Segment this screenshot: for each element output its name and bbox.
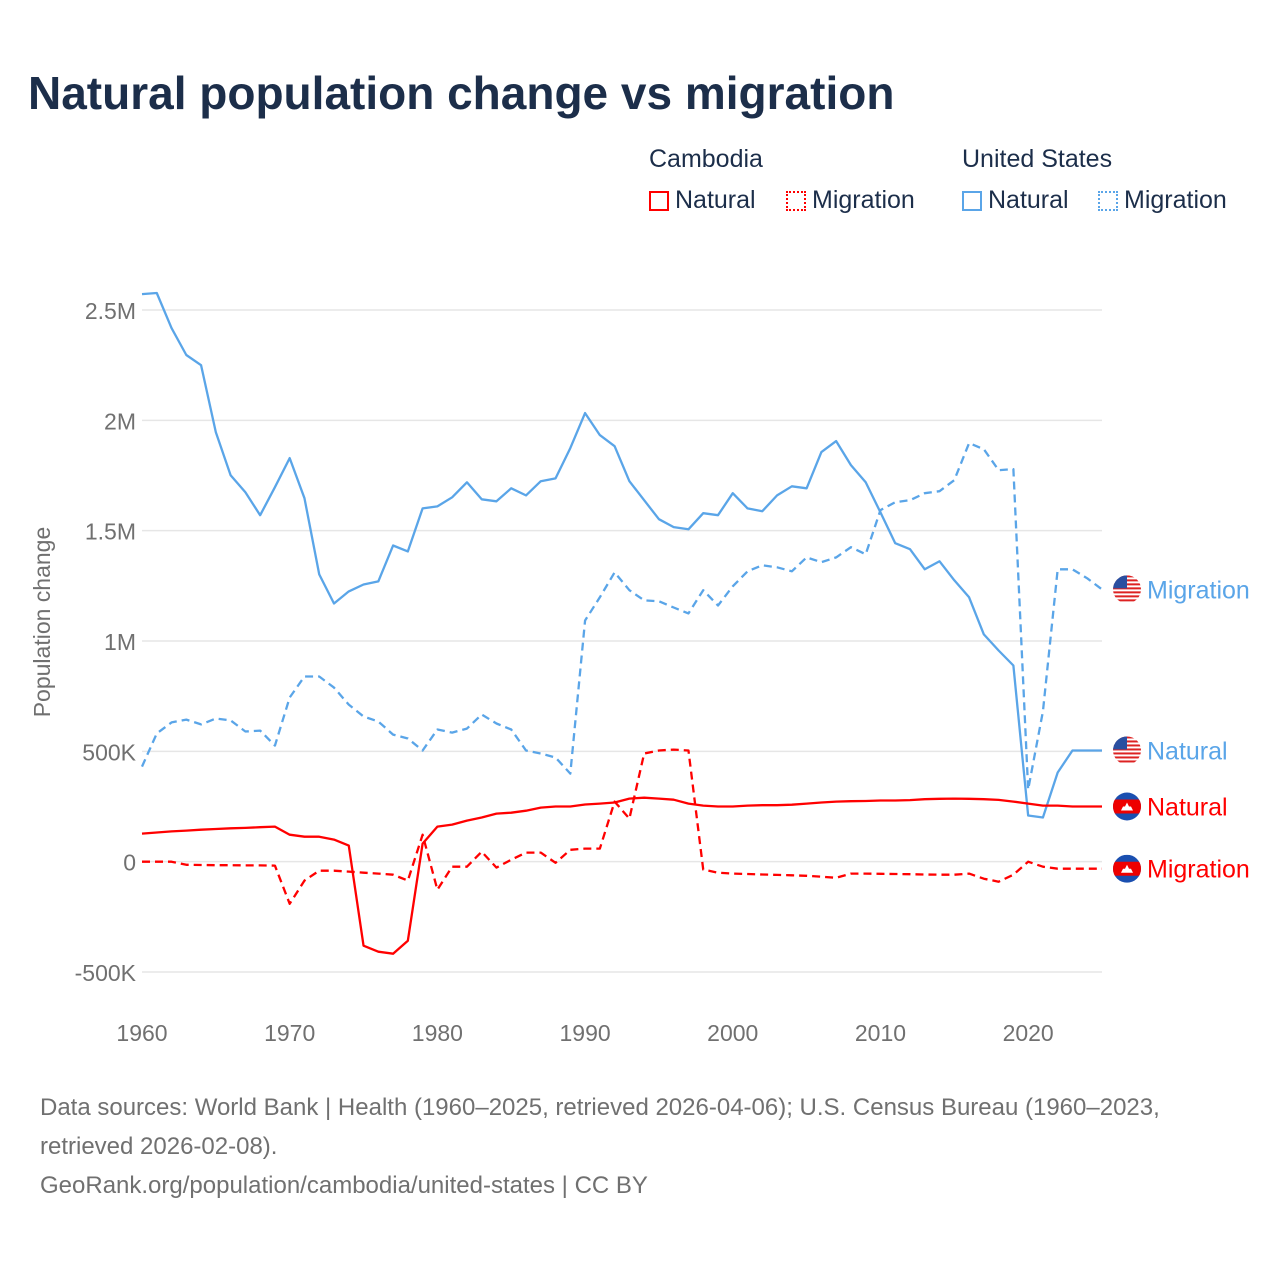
y-tick-label: 2.5M bbox=[85, 298, 136, 324]
y-axis-label: Population change bbox=[29, 527, 55, 718]
flag-temple bbox=[1121, 864, 1133, 873]
series-line-cambodia-migration bbox=[142, 748, 1102, 905]
legend-label: Migration bbox=[1124, 186, 1227, 214]
series-end-label: Migration bbox=[1147, 576, 1250, 604]
cambodia-flag-icon bbox=[1113, 854, 1141, 883]
y-tick-label: 1M bbox=[104, 629, 136, 655]
y-tick-label: 500K bbox=[82, 739, 136, 765]
series-end-label: Natural bbox=[1147, 737, 1228, 765]
legend-cambodia-migration[interactable]: Migration bbox=[786, 186, 915, 215]
x-tick-label: 1990 bbox=[559, 1020, 610, 1046]
legend-label: Natural bbox=[988, 186, 1069, 214]
line-chart: -500K 0 500K 1M 1.5M 2M 2.5M 1960 1970 1980 1990 20… bbox=[29, 291, 1250, 1046]
legend-group-cambodia: Cambodia bbox=[649, 145, 763, 173]
solid-swatch-icon bbox=[962, 190, 982, 211]
dotted-swatch-icon bbox=[1098, 190, 1118, 211]
flag bbox=[1113, 736, 1141, 763]
flag-canton bbox=[1113, 736, 1127, 750]
flag-canton bbox=[1113, 575, 1127, 589]
x-tick-label: 2000 bbox=[707, 1020, 758, 1046]
data-sources: Data sources: World Bank | Health (1960–… bbox=[40, 1094, 1160, 1160]
legend-label: Migration bbox=[812, 186, 915, 214]
flag-temple bbox=[1121, 802, 1133, 811]
series-line-united-states-natural bbox=[141, 291, 1102, 819]
legend-us-natural[interactable]: Natural bbox=[962, 186, 1069, 215]
source-link[interactable]: GeoRank.org/population/cambodia/united-s… bbox=[40, 1172, 648, 1199]
series-end-label: Natural bbox=[1147, 794, 1228, 822]
flag-stripe bbox=[1113, 595, 1141, 598]
series-line-cambodia-natural bbox=[141, 796, 1102, 955]
y-tick-label: 1.5M bbox=[85, 519, 136, 545]
x-tick-label: 1980 bbox=[412, 1020, 463, 1046]
solid-swatch-icon bbox=[649, 190, 669, 211]
y-tick-label: 0 bbox=[123, 850, 136, 876]
legend-label: Natural bbox=[675, 186, 756, 214]
legend-group-united-states: United States bbox=[962, 145, 1113, 173]
footer: Data sources: World Bank | Health (1960–… bbox=[40, 1088, 1250, 1205]
x-tick-label: 1960 bbox=[116, 1020, 167, 1046]
x-tick-label: 2020 bbox=[1003, 1020, 1054, 1046]
flag bbox=[1113, 792, 1141, 821]
flag-stripe bbox=[1113, 756, 1141, 759]
series-end-label: Migration bbox=[1147, 856, 1250, 884]
legend-cambodia-natural[interactable]: Natural bbox=[649, 186, 756, 215]
flag bbox=[1113, 854, 1141, 883]
flag-stripe bbox=[1113, 752, 1141, 755]
series-line-united-states-migration bbox=[140, 441, 1103, 791]
x-tick-label: 1970 bbox=[264, 1020, 315, 1046]
dotted-swatch-icon bbox=[786, 190, 806, 211]
flag-stripe bbox=[1113, 599, 1141, 602]
flag-stripe bbox=[1113, 760, 1141, 763]
legend-us-migration[interactable]: Migration bbox=[1098, 186, 1227, 215]
x-tick-label: 2010 bbox=[855, 1020, 906, 1046]
us-flag-icon bbox=[1113, 575, 1141, 602]
y-tick-label: -500K bbox=[75, 960, 137, 986]
us-flag-icon bbox=[1113, 736, 1141, 763]
flag-stripe bbox=[1113, 591, 1141, 594]
y-tick-label: 2M bbox=[104, 408, 136, 434]
flag bbox=[1113, 575, 1141, 602]
cambodia-flag-icon bbox=[1113, 792, 1141, 821]
chart-title: Natural population change vs migration bbox=[28, 67, 895, 119]
